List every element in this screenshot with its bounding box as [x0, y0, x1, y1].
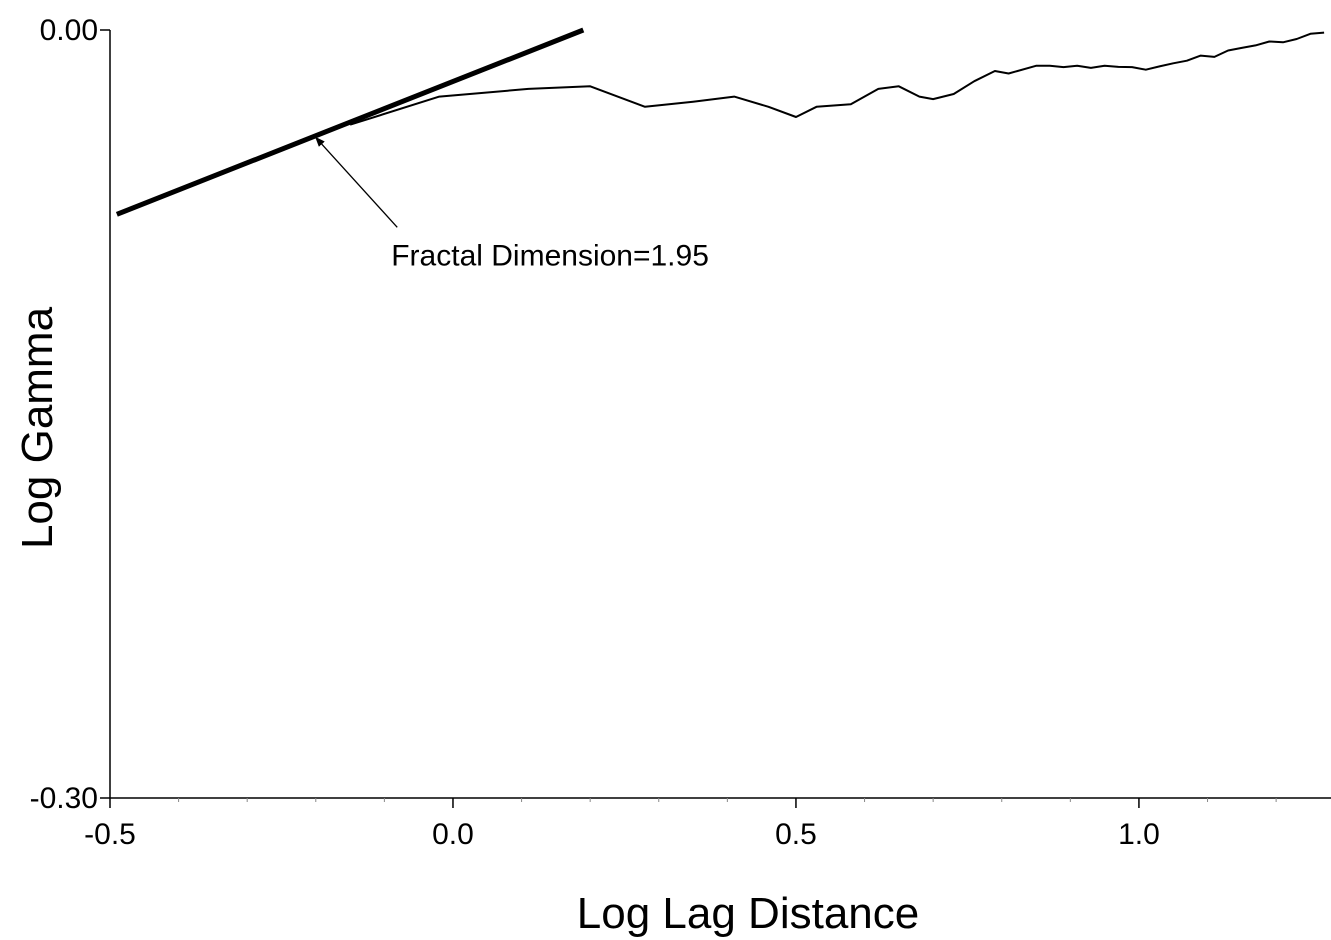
fit-line [115, 27, 585, 217]
x-tick-label-1: 0.0 [432, 818, 474, 851]
axes [109, 30, 1331, 799]
x-tick-label-0: -0.5 [84, 818, 136, 851]
fit-layer [115, 27, 585, 217]
y-axis-title: Log Gamma [13, 306, 62, 549]
ticks [100, 29, 1277, 808]
annotation-layer: Fractal Dimension=1.95 [315, 136, 709, 272]
annotation-label-0: Fractal Dimension=1.95 [391, 239, 709, 272]
series-layer [349, 31, 1325, 126]
y-tick-label-1: -0.30 [30, 782, 98, 815]
x-tick-label-2: 0.5 [775, 818, 817, 851]
y-tick-label-0: 0.00 [40, 14, 98, 47]
series-line-0 [349, 31, 1325, 126]
x-tick-label-3: 1.0 [1118, 818, 1160, 851]
annotation-arrow-0 [315, 136, 398, 228]
x-axis-title: Log Lag Distance [577, 889, 919, 938]
tick-labels: -0.5 0.0 0.5 1.0 0.00 -0.30 [30, 14, 1160, 851]
